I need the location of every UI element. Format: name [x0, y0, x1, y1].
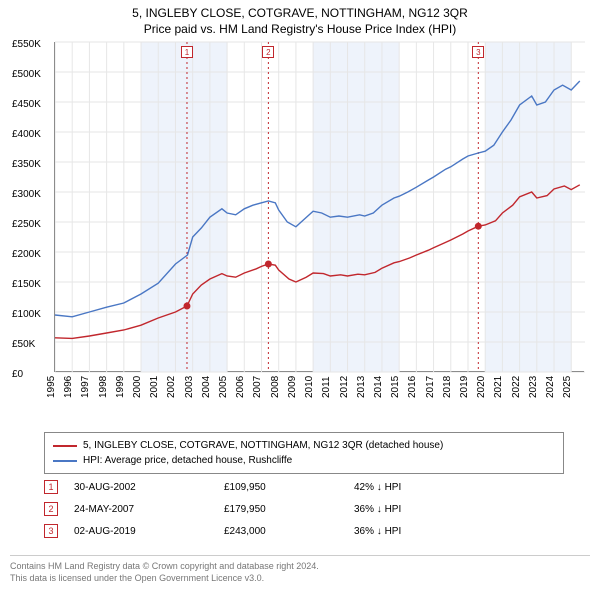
footer-line: Contains HM Land Registry data © Crown c… — [10, 560, 590, 572]
legend-label: 5, INGLEBY CLOSE, COTGRAVE, NOTTINGHAM, … — [83, 438, 443, 453]
footer: Contains HM Land Registry data © Crown c… — [10, 555, 590, 584]
x-axis-label: 2003 — [184, 376, 195, 398]
legend-swatch — [53, 460, 77, 462]
x-axis-label: 2000 — [132, 376, 143, 398]
legend-swatch — [53, 445, 77, 447]
legend-item-price-paid: 5, INGLEBY CLOSE, COTGRAVE, NOTTINGHAM, … — [53, 438, 555, 453]
chart-area: £0 £50K £100K £150K £200K £250K £300K £350K £400… — [10, 42, 590, 422]
x-axis-label: 2005 — [218, 376, 229, 398]
x-axis-label: 2010 — [304, 376, 315, 398]
y-axis-label: £300K — [12, 189, 41, 195]
table-row: 2 24-MAY-2007 £179,950 36% ↓ HPI — [44, 498, 564, 520]
transaction-price: £109,950 — [224, 482, 354, 493]
y-axis-label: £500K — [12, 69, 41, 75]
table-row: 1 30-AUG-2002 £109,950 42% ↓ HPI — [44, 476, 564, 498]
table-row: 3 02-AUG-2019 £243,000 36% ↓ HPI — [44, 520, 564, 542]
x-axis-label: 2007 — [252, 376, 263, 398]
y-axis-label: £450K — [12, 99, 41, 105]
x-axis-label: 2008 — [270, 376, 281, 398]
x-axis-label: 2004 — [201, 376, 212, 398]
x-axis-label: 2021 — [493, 376, 504, 398]
x-axis-label: 2009 — [287, 376, 298, 398]
x-axis-label: 2023 — [528, 376, 539, 398]
y-axis-label: £400K — [12, 129, 41, 135]
x-axis-label: 1999 — [115, 376, 126, 398]
x-axis-label: 2012 — [338, 376, 349, 398]
plot-area: 1 2 3 — [54, 42, 584, 372]
transaction-date: 30-AUG-2002 — [74, 482, 224, 493]
transaction-marker-icon: 3 — [44, 524, 58, 538]
page-title: 5, INGLEBY CLOSE, COTGRAVE, NOTTINGHAM, … — [0, 0, 600, 20]
y-axis-label: £150K — [12, 279, 41, 285]
legend-label: HPI: Average price, detached house, Rush… — [83, 453, 292, 468]
transaction-price: £179,950 — [224, 504, 354, 515]
x-axis-label: 2006 — [235, 376, 246, 398]
x-axis-label: 2013 — [356, 376, 367, 398]
x-axis-label: 2011 — [322, 376, 333, 398]
y-axis-label: £350K — [12, 159, 41, 165]
x-axis-label: 2002 — [166, 376, 177, 398]
transactions-table: 1 30-AUG-2002 £109,950 42% ↓ HPI 2 24-MA… — [44, 476, 564, 542]
y-axis-label: £250K — [12, 219, 41, 225]
x-axis-label: 2024 — [545, 376, 556, 398]
x-axis-label: 1996 — [63, 376, 74, 398]
x-axis-label: 2015 — [390, 376, 401, 398]
x-axis-label: 1995 — [46, 376, 57, 398]
chart-marker-icon: 3 — [472, 46, 484, 58]
legend-item-hpi: HPI: Average price, detached house, Rush… — [53, 453, 555, 468]
y-axis-label: £50K — [12, 339, 35, 345]
x-axis-label: 2025 — [562, 376, 573, 398]
legend: 5, INGLEBY CLOSE, COTGRAVE, NOTTINGHAM, … — [44, 432, 564, 474]
x-axis-label: 1998 — [97, 376, 108, 398]
x-axis-label: 2022 — [510, 376, 521, 398]
x-axis-label: 2018 — [442, 376, 453, 398]
x-axis-label: 2001 — [149, 376, 160, 398]
y-axis-label: £100K — [12, 309, 41, 315]
transaction-date: 02-AUG-2019 — [74, 526, 224, 537]
transaction-delta: 36% ↓ HPI — [354, 504, 484, 515]
x-axis-label: 2014 — [373, 376, 384, 398]
x-axis-label: 2020 — [476, 376, 487, 398]
chart-marker-icon: 1 — [181, 46, 193, 58]
y-axis-label: £200K — [12, 249, 41, 255]
page-subtitle: Price paid vs. HM Land Registry's House … — [0, 20, 600, 40]
transaction-price: £243,000 — [224, 526, 354, 537]
x-axis-label: 2016 — [407, 376, 418, 398]
transaction-marker-icon: 1 — [44, 480, 58, 494]
x-axis-label: 1997 — [80, 376, 91, 398]
y-axis-label: £0 — [12, 369, 23, 375]
transaction-date: 24-MAY-2007 — [74, 504, 224, 515]
chart-marker-icon: 2 — [262, 46, 274, 58]
transaction-delta: 42% ↓ HPI — [354, 482, 484, 493]
footer-line: This data is licensed under the Open Gov… — [10, 572, 590, 584]
x-axis-label: 2017 — [424, 376, 435, 398]
x-axis-label: 2019 — [459, 376, 470, 398]
y-axis-label: £550K — [12, 39, 41, 45]
transaction-marker-icon: 2 — [44, 502, 58, 516]
transaction-delta: 36% ↓ HPI — [354, 526, 484, 537]
